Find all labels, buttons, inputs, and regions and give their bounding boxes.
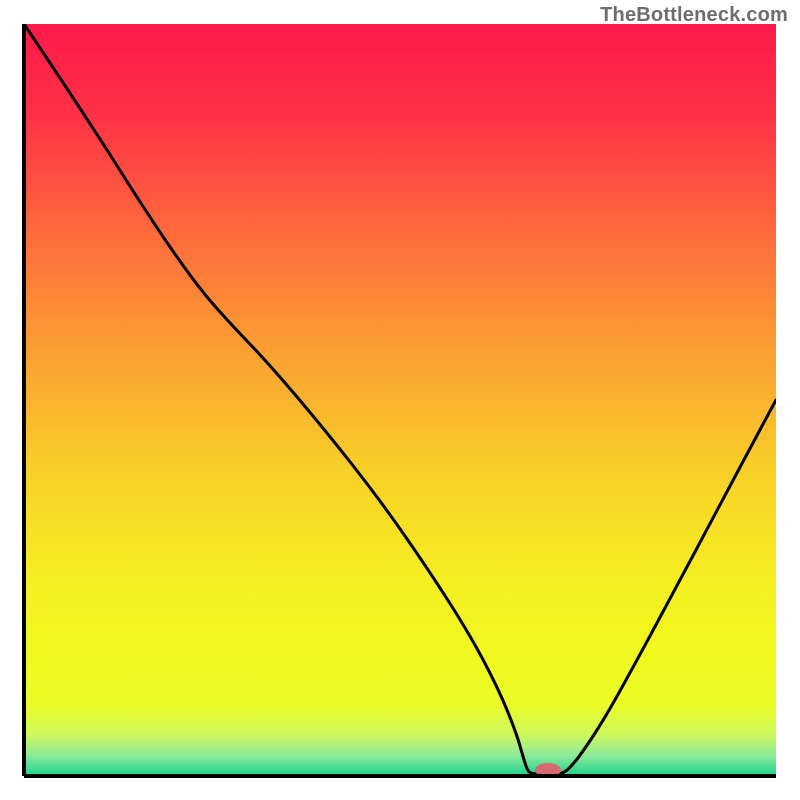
watermark-text: TheBottleneck.com bbox=[600, 4, 788, 27]
gradient-background bbox=[24, 24, 776, 776]
bottleneck-chart bbox=[0, 0, 800, 800]
chart-container: { "watermark": { "text": "TheBottleneck.… bbox=[0, 0, 800, 800]
